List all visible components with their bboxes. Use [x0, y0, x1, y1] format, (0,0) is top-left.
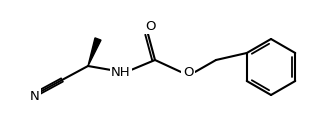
Text: O: O	[145, 20, 155, 33]
Text: NH: NH	[111, 66, 131, 79]
Text: O: O	[183, 66, 193, 79]
Polygon shape	[88, 38, 101, 66]
Text: N: N	[30, 90, 40, 103]
